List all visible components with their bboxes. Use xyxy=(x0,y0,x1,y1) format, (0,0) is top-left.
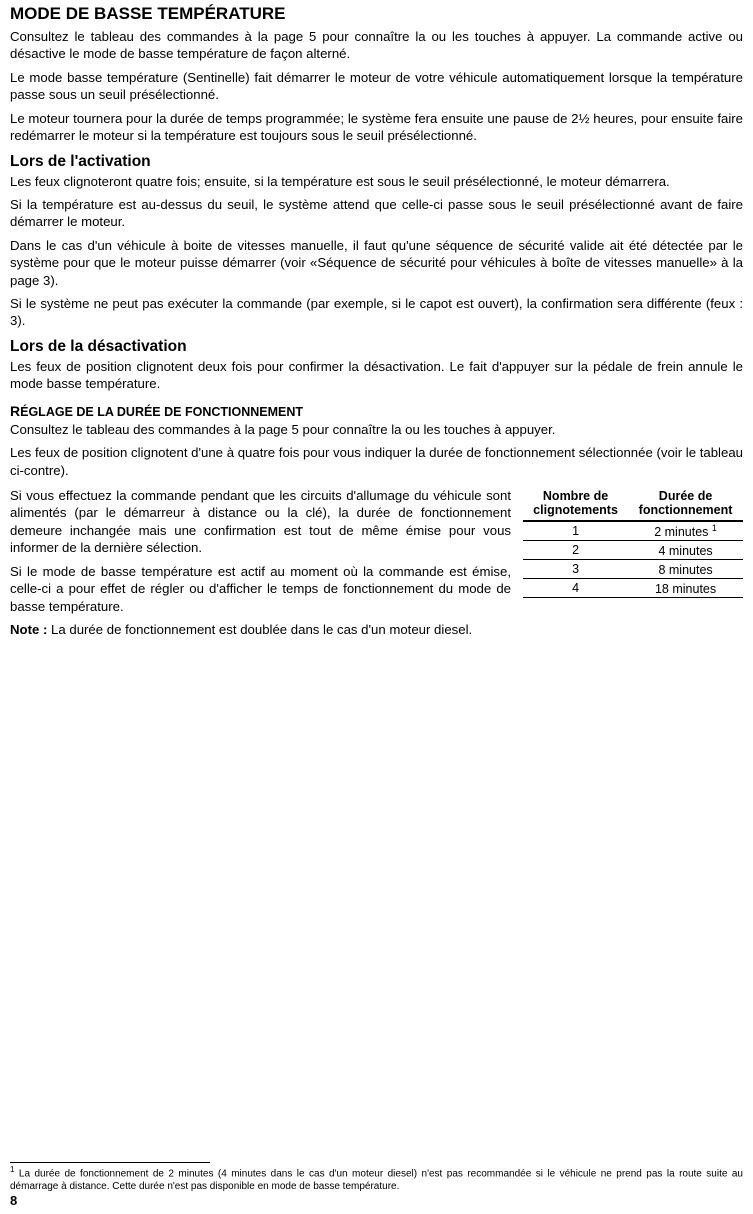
table-header-col1: Nombre de clignotements xyxy=(523,487,628,521)
note-text: La durée de fonctionnement est doublée d… xyxy=(47,622,472,637)
intro-paragraph: Le moteur tournera pour la durée de temp… xyxy=(10,110,743,145)
intro-paragraph: Le mode basse température (Sentinelle) f… xyxy=(10,69,743,104)
runtime-paragraph: Consultez le tableau des commandes à la … xyxy=(10,421,743,438)
table-cell-d-sup: 1 xyxy=(712,523,717,533)
deactivation-heading: Lors de la désactivation xyxy=(10,338,743,356)
intro-paragraph: Consultez le tableau des commandes à la … xyxy=(10,28,743,63)
activation-paragraph: Si la température est au-dessus du seuil… xyxy=(10,196,743,231)
footnote-text: La durée de fonctionnement de 2 minutes … xyxy=(10,1168,743,1192)
table-cell-n: 3 xyxy=(523,560,628,579)
table-cell-d: 8 minutes xyxy=(628,560,743,579)
table-cell-n: 2 xyxy=(523,540,628,559)
runtime-table: Nombre de clignotements Durée de fonctio… xyxy=(523,487,743,598)
table-cell-d-text: 4 minutes xyxy=(658,544,712,558)
table-cell-d-text: 18 minutes xyxy=(655,582,716,596)
table-cell-d: 4 minutes xyxy=(628,540,743,559)
table-cell-d: 2 minutes 1 xyxy=(628,521,743,541)
footnote-rule xyxy=(10,1162,210,1163)
table-header-col2-line1: Durée de xyxy=(659,489,713,503)
table-row: 4 18 minutes xyxy=(523,579,743,598)
table-header-col1-line2: clignotements xyxy=(533,503,618,517)
runtime-note: Note : La durée de fonctionnement est do… xyxy=(10,621,743,638)
table-cell-n: 4 xyxy=(523,579,628,598)
activation-paragraph: Les feux clignoteront quatre fois; ensui… xyxy=(10,173,743,190)
runtime-heading: RÉGLAGE DE LA DURÉE DE FONCTIONNEMENT xyxy=(10,403,743,419)
table-cell-d: 18 minutes xyxy=(628,579,743,598)
table-cell-d-text: 8 minutes xyxy=(658,563,712,577)
table-cell-n: 1 xyxy=(523,521,628,541)
page-number: 8 xyxy=(10,1193,743,1208)
table-header-col1-line1: Nombre de xyxy=(543,489,608,503)
table-cell-d-text: 2 minutes xyxy=(654,525,712,539)
table-row: 1 2 minutes 1 xyxy=(523,521,743,541)
table-header-col2-line2: fonctionnement xyxy=(639,503,733,517)
page-footer: 1 La durée de fonctionnement de 2 minute… xyxy=(10,1162,743,1208)
table-row: 3 8 minutes xyxy=(523,560,743,579)
note-label: Note : xyxy=(10,622,47,637)
activation-paragraph: Si le système ne peut pas exécuter la co… xyxy=(10,295,743,330)
page-title: MODE DE BASSE TEMPÉRATURE xyxy=(10,4,743,24)
activation-heading: Lors de l'activation xyxy=(10,153,743,171)
deactivation-paragraph: Les feux de position clignotent deux foi… xyxy=(10,358,743,393)
table-header-col2: Durée de fonctionnement xyxy=(628,487,743,521)
runtime-heading-cap: R xyxy=(10,403,20,419)
runtime-heading-rest: ÉGLAGE DE LA DURÉE DE FONCTIONNEMENT xyxy=(20,405,303,419)
runtime-paragraph: Les feux de position clignotent d'une à … xyxy=(10,444,743,479)
footnote: 1 La durée de fonctionnement de 2 minute… xyxy=(10,1165,743,1193)
table-row: 2 4 minutes xyxy=(523,540,743,559)
activation-paragraph: Dans le cas d'un véhicule à boite de vit… xyxy=(10,237,743,289)
